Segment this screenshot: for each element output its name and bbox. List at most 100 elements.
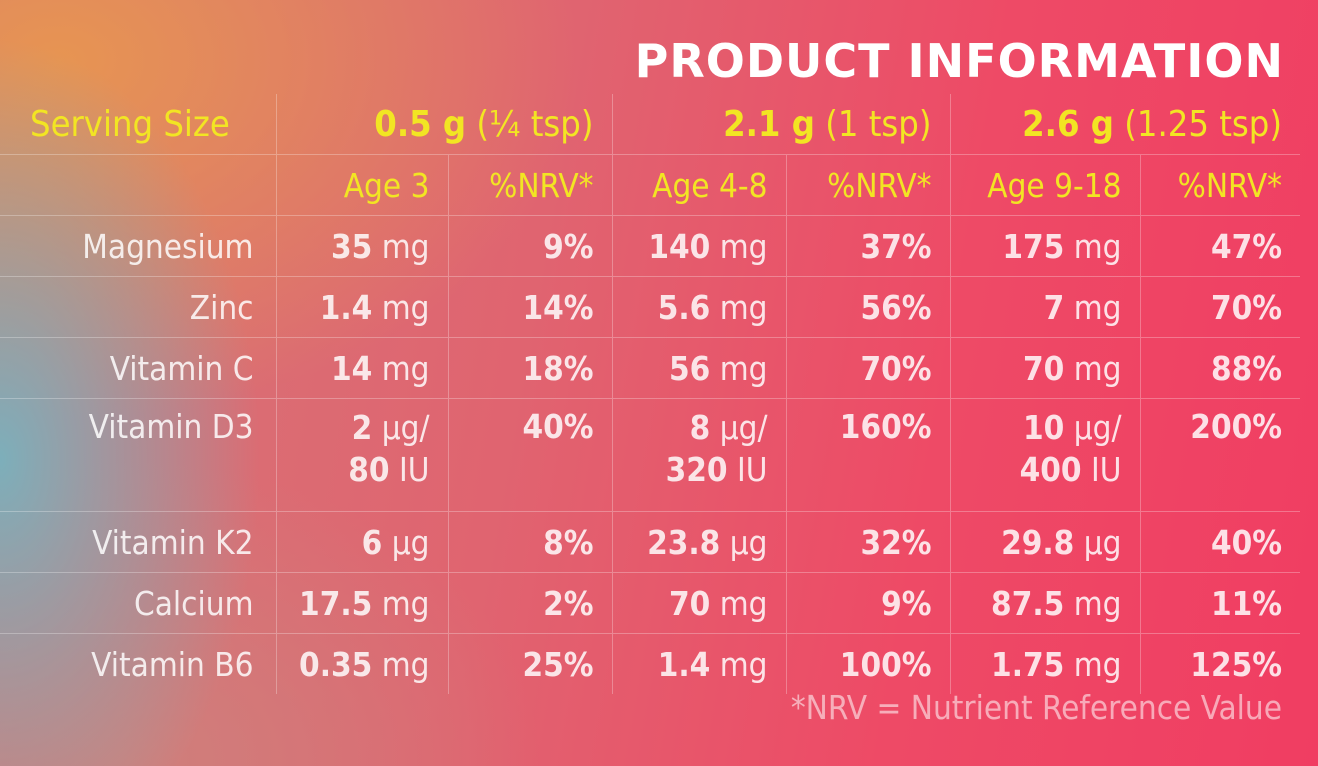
nutrient-row-vitamin-k2: Vitamin K2 6 µg 8% 23.8 µg 32% 29.8 µg 40% xyxy=(0,511,1301,573)
age-header-age-3: Age 3 xyxy=(275,154,448,216)
amount-cell: 175 mg xyxy=(949,215,1141,277)
amount-value: 0.35 xyxy=(299,644,373,684)
nrv-cell: 32% xyxy=(785,511,951,573)
nrv-cell: 40% xyxy=(447,398,612,512)
nutrient-row-magnesium: Magnesium 35 mg 9% 140 mg 37% 175 mg 47% xyxy=(0,215,1301,277)
amount-line: 320 IU xyxy=(621,449,768,491)
amount-value: 2 xyxy=(351,408,373,447)
amount-unit: µg/ xyxy=(372,408,430,447)
nrv-cell: 70% xyxy=(1139,276,1301,338)
nrv-cell: 11% xyxy=(1139,572,1301,634)
amount-unit: µg/ xyxy=(710,408,768,447)
nrv-cell: 100% xyxy=(785,633,951,694)
nrv-cell: 200% xyxy=(1139,398,1301,512)
age-header-row: Age 3 %NRV* Age 4-8 %NRV* Age 9-18 %NRV* xyxy=(0,154,1301,216)
amount-cell: 1.75 mg xyxy=(949,633,1141,694)
amount-value: 1.4 xyxy=(657,644,711,684)
nrv-cell: 88% xyxy=(1139,337,1301,399)
amount-cell: 5.6 mg xyxy=(611,276,786,338)
amount-value: 35 xyxy=(330,226,373,266)
amount-line: 400 IU xyxy=(959,449,1122,491)
amount-unit: mg xyxy=(372,226,430,266)
serving-size-age-3: 0.5 g (¼ tsp) xyxy=(275,94,612,155)
amount-unit: µg xyxy=(382,522,430,562)
amount-value: 7 xyxy=(1043,287,1065,327)
age-header-nrv: %NRV* xyxy=(1139,154,1301,216)
serving-measure: (¼ tsp) xyxy=(476,103,594,145)
nrv-cell: 37% xyxy=(785,215,951,277)
amount-cell: 1.4 mg xyxy=(611,633,786,694)
amount-unit: IU xyxy=(1081,450,1122,489)
amount-value: 87.5 xyxy=(991,583,1065,623)
amount-cell: 17.5 mg xyxy=(275,572,448,634)
amount-unit: mg xyxy=(1064,583,1122,623)
amount-cell: 8 µg/320 IU xyxy=(611,398,786,512)
nutrient-name: Vitamin K2 xyxy=(0,511,276,573)
amount-value: 1.4 xyxy=(319,287,373,327)
nrv-cell: 125% xyxy=(1139,633,1301,694)
amount-cell: 0.35 mg xyxy=(275,633,448,694)
serving-size-label: Serving Size xyxy=(30,103,230,145)
amount-line: 8 µg/ xyxy=(621,407,768,449)
amount-cell: 140 mg xyxy=(611,215,786,277)
serving-amount: 2.1 g xyxy=(723,103,815,145)
nutrient-name: Vitamin D3 xyxy=(0,398,276,512)
nutrient-name: Vitamin B6 xyxy=(0,633,276,694)
amount-unit: mg xyxy=(372,583,430,623)
serving-size-age-4-8: 2.1 g (1 tsp) xyxy=(611,94,951,155)
amount-value: 56 xyxy=(668,348,711,388)
amount-value: 400 xyxy=(1019,450,1082,489)
nutrient-name: Zinc xyxy=(0,276,276,338)
amount-unit: IU xyxy=(389,450,430,489)
nrv-cell: 47% xyxy=(1139,215,1301,277)
amount-value: 175 xyxy=(1002,226,1065,266)
age-header-blank xyxy=(0,154,276,216)
nutrient-row-calcium: Calcium 17.5 mg 2% 70 mg 9% 87.5 mg 11% xyxy=(0,572,1301,634)
amount-value: 70 xyxy=(668,583,711,623)
amount-cell: 14 mg xyxy=(275,337,448,399)
nutrient-row-vitamin-c: Vitamin C 14 mg 18% 56 mg 70% 70 mg 88% xyxy=(0,337,1301,399)
amount-unit: mg xyxy=(372,644,430,684)
amount-value: 8 xyxy=(689,408,711,447)
amount-cell: 10 µg/400 IU xyxy=(949,398,1141,512)
amount-unit: µg xyxy=(1074,522,1122,562)
amount-cell: 56 mg xyxy=(611,337,786,399)
amount-value: 14 xyxy=(330,348,373,388)
serving-size-row: Serving Size 0.5 g (¼ tsp) 2.1 g (1 tsp)… xyxy=(0,94,1301,155)
serving-measure: (1 tsp) xyxy=(825,103,932,145)
amount-cell: 2 µg/80 IU xyxy=(275,398,448,512)
nrv-cell: 18% xyxy=(447,337,612,399)
amount-unit: mg xyxy=(1064,644,1122,684)
nrv-cell: 8% xyxy=(447,511,612,573)
age-header-nrv: %NRV* xyxy=(785,154,951,216)
nutrient-row-vitamin-b6: Vitamin B6 0.35 mg 25% 1.4 mg 100% 1.75 mg 125… xyxy=(0,633,1301,694)
amount-unit: mg xyxy=(372,348,430,388)
amount-value: 17.5 xyxy=(299,583,373,623)
amount-cell: 35 mg xyxy=(275,215,448,277)
amount-value: 23.8 xyxy=(647,522,721,562)
serving-amount: 2.6 g xyxy=(1022,103,1114,145)
nutrient-name: Magnesium xyxy=(0,215,276,277)
amount-unit: mg xyxy=(710,644,768,684)
amount-unit: mg xyxy=(1064,287,1122,327)
nrv-cell: 2% xyxy=(447,572,612,634)
nutrient-name: Vitamin C xyxy=(0,337,276,399)
nrv-cell: 9% xyxy=(447,215,612,277)
nrv-cell: 9% xyxy=(785,572,951,634)
amount-value: 29.8 xyxy=(1001,522,1075,562)
nutrient-row-vitamin-d3: Vitamin D3 2 µg/80 IU 40% 8 µg/320 IU 160% 10… xyxy=(0,398,1301,512)
nutrition-table: Serving Size 0.5 g (¼ tsp) 2.1 g (1 tsp)… xyxy=(0,94,1301,694)
amount-cell: 29.8 µg xyxy=(949,511,1141,573)
nrv-cell: 14% xyxy=(447,276,612,338)
amount-unit: mg xyxy=(1064,348,1122,388)
amount-value: 320 xyxy=(665,450,728,489)
amount-unit: µg xyxy=(720,522,768,562)
nrv-cell: 25% xyxy=(447,633,612,694)
amount-line: 10 µg/ xyxy=(959,407,1122,449)
nrv-cell: 70% xyxy=(785,337,951,399)
amount-unit: mg xyxy=(710,583,768,623)
serving-size-age-9-18: 2.6 g (1.25 tsp) xyxy=(949,94,1301,155)
amount-unit: mg xyxy=(710,348,768,388)
serving-measure: (1.25 tsp) xyxy=(1124,103,1283,145)
